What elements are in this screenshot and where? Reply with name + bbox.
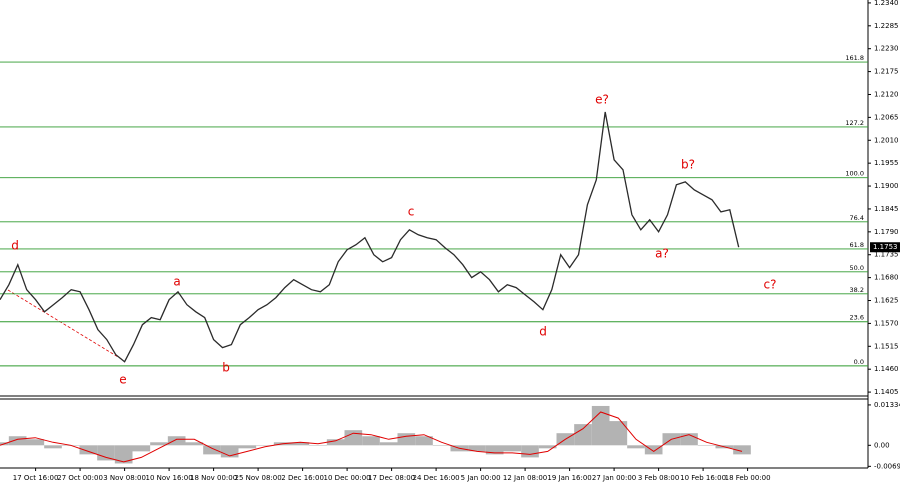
histogram-bar (309, 445, 327, 446)
x-tick-label: 10 Nov 16:00 (145, 474, 192, 482)
wave-label: b? (681, 158, 695, 172)
x-tick-label: 3 Feb 08:00 (638, 474, 679, 482)
fib-label: 38.2 (850, 286, 864, 294)
y-tick-label: 1.1625 (874, 297, 899, 305)
price-panel (0, 0, 868, 395)
y-tick-label: 1.1900 (874, 182, 899, 190)
histogram-bar (521, 445, 539, 458)
wave-label: c? (764, 278, 777, 292)
fib-label: 161.8 (845, 54, 864, 62)
y-tick-label: 1.2175 (874, 68, 899, 76)
x-tick-label: 18 Feb 00:00 (725, 474, 771, 482)
price-line (0, 111, 740, 363)
wave-label: a (173, 275, 180, 289)
x-tick-label: 24 Dec 16:00 (413, 474, 460, 482)
y-tick-label: 0.00 (874, 441, 890, 449)
histogram-bar (44, 445, 62, 449)
histogram-bar (326, 439, 345, 446)
histogram-bar (238, 445, 257, 449)
histogram-bar (291, 442, 310, 446)
x-tick-label: 27 Jan 00:00 (592, 474, 636, 482)
trend-line (7, 289, 124, 361)
x-tick-label: 5 Jan 00:00 (461, 474, 501, 482)
x-tick-label: 18 Nov 00:00 (190, 474, 237, 482)
x-tick-label: 12 Jan 08:00 (503, 474, 547, 482)
fib-label: 127.2 (845, 119, 864, 127)
y-tick-label: -0.00695 (874, 462, 900, 470)
histogram-bar (538, 445, 557, 449)
histogram-bar (132, 445, 151, 452)
histogram-bar (432, 445, 451, 446)
histogram-bar (627, 445, 645, 449)
fib-label: 76.4 (850, 214, 864, 222)
y-tick-label: 1.2120 (874, 90, 899, 98)
y-tick-label: 1.1460 (874, 365, 899, 373)
histogram-bar (415, 436, 433, 446)
histogram-bar (574, 424, 592, 446)
histogram-bar (203, 445, 221, 455)
x-tick-label: 25 Nov 08:00 (234, 474, 281, 482)
histogram-bar (114, 445, 133, 464)
histogram-bar (97, 445, 115, 461)
wave-label: b (222, 361, 230, 375)
histogram-bar (150, 442, 168, 446)
y-tick-label: 1.1790 (874, 228, 899, 236)
y-tick-label: 1.1570 (874, 319, 899, 327)
histogram-bar (379, 442, 398, 446)
x-tick-label: 17 Oct 16:00 (13, 474, 59, 482)
y-tick-label: 1.2285 (874, 22, 899, 30)
current-price-label: 1.1753 (873, 243, 898, 251)
y-tick-label: 1.2065 (874, 113, 899, 121)
y-tick-label: 0.01334 (874, 401, 900, 409)
y-tick-label: 1.2340 (874, 0, 899, 7)
wave-label: e? (595, 93, 609, 107)
histogram-bar (697, 445, 716, 446)
x-tick-label: 19 Jan 16:00 (547, 474, 591, 482)
histogram-bar (185, 442, 204, 446)
histogram-bar (609, 421, 628, 446)
histogram-bar (503, 445, 522, 452)
wave-label: d (539, 325, 547, 339)
x-tick-label: 10 Feb 16:00 (680, 474, 726, 482)
y-tick-label: 1.1955 (874, 159, 899, 167)
fib-label: 61.8 (850, 241, 864, 249)
y-tick-label: 1.1405 (874, 388, 899, 396)
histogram-bar (485, 445, 504, 455)
y-tick-label: 1.1845 (874, 205, 899, 213)
histogram-bar (644, 445, 663, 455)
histogram-bar (256, 445, 274, 446)
histogram-bar (397, 433, 416, 446)
histogram-bar (362, 436, 380, 446)
y-tick-label: 1.2010 (874, 136, 899, 144)
y-tick-label: 1.1735 (874, 251, 899, 259)
wave-label: a? (655, 247, 669, 261)
x-tick-label: 10 Dec 00:00 (324, 474, 371, 482)
fib-label: 100.0 (845, 170, 864, 178)
histogram-bar (733, 445, 751, 455)
histogram-bar (468, 445, 486, 452)
histogram-bar (167, 436, 186, 446)
fib-label: 50.0 (850, 264, 864, 272)
wave-label: c (408, 205, 415, 219)
histogram-bar (344, 430, 363, 446)
x-tick-label: 17 Dec 08:00 (368, 474, 415, 482)
signal-line (0, 411, 743, 463)
x-tick-label: 3 Nov 08:00 (103, 474, 146, 482)
histogram-bar (79, 445, 98, 455)
wave-label: d (11, 239, 19, 253)
wave-label: e (119, 373, 126, 387)
fib-label: 0.0 (854, 358, 864, 366)
fib-label: 23.6 (850, 314, 864, 322)
current-price-box (870, 242, 900, 253)
histogram-bar (8, 436, 27, 446)
y-tick-label: 1.1680 (874, 274, 899, 282)
y-tick-label: 1.1515 (874, 342, 899, 350)
y-tick-label: 1.2230 (874, 45, 899, 53)
x-tick-label: 27 Oct 00:00 (57, 474, 103, 482)
x-tick-label: 2 Dec 16:00 (281, 474, 324, 482)
histogram-bar (26, 439, 45, 446)
